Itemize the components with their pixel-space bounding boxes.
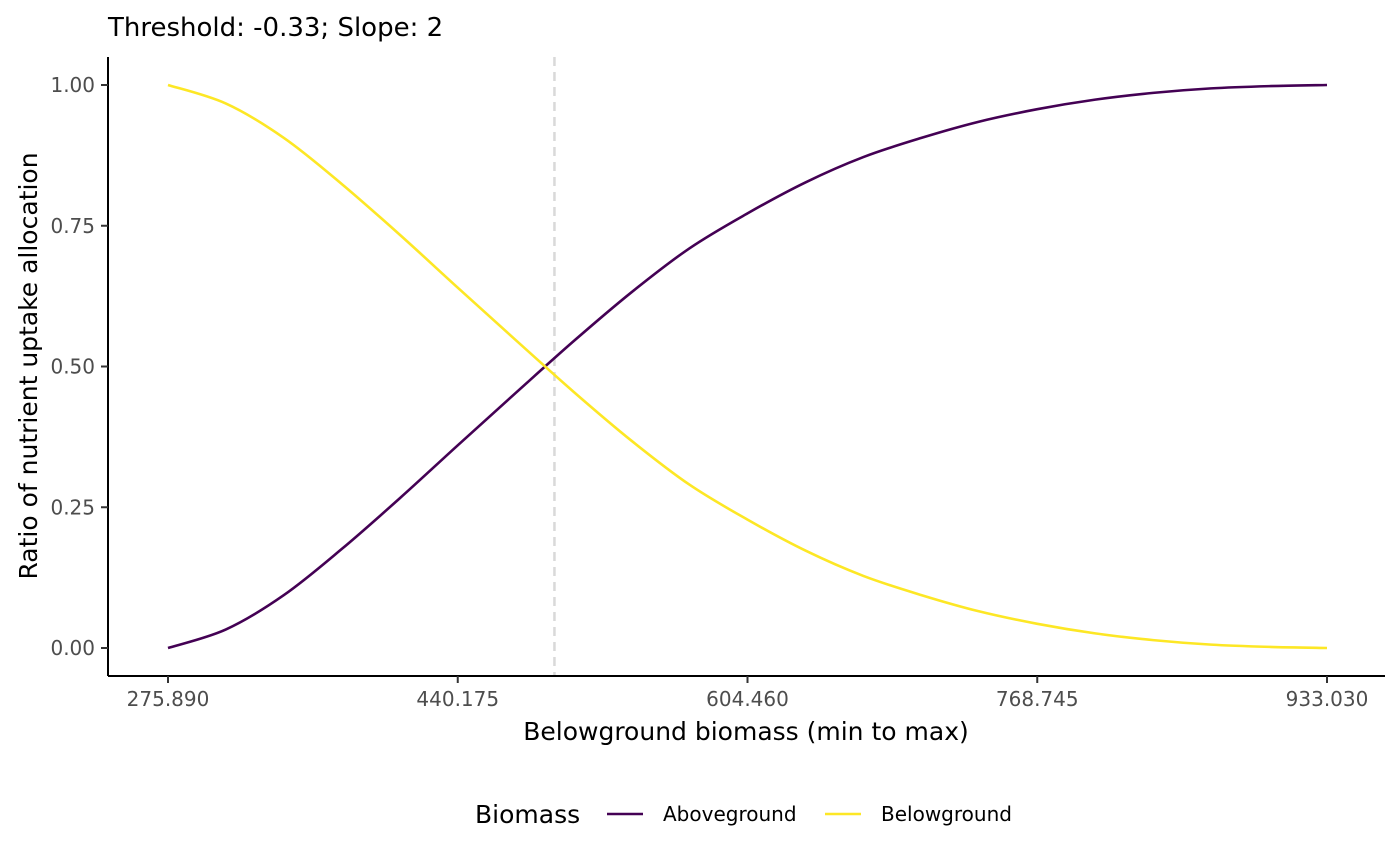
- y-tick-label: 0.50: [50, 355, 95, 379]
- legend: Biomass Aboveground Belowground: [475, 800, 1012, 829]
- series-line-belowground: [167, 83, 1328, 650]
- x-tick-label: 768.745: [996, 687, 1079, 711]
- x-axis-title: Belowground biomass (min to max): [523, 717, 969, 746]
- x-tick-label: 933.030: [1286, 687, 1369, 711]
- y-axis-title: Ratio of nutrient uptake allocation: [14, 152, 43, 579]
- y-ticks: 0.00 0.25 0.50 0.75 1.00: [50, 73, 108, 660]
- chart-title: Threshold: -0.33; Slope: 2: [107, 13, 443, 43]
- legend-label-belowground: Belowground: [881, 802, 1012, 826]
- series-line-aboveground: [167, 83, 1328, 650]
- y-tick-label: 0.25: [50, 495, 95, 519]
- legend-items: Aboveground Belowground: [607, 802, 1012, 826]
- y-tick-label: 0.00: [50, 636, 95, 660]
- legend-label-aboveground: Aboveground: [663, 802, 797, 826]
- y-tick-label: 0.75: [50, 214, 95, 238]
- x-tick-label: 604.460: [706, 687, 789, 711]
- plot-area: [167, 57, 1328, 676]
- x-ticks: 275.890 440.175 604.460 768.745 933.030: [127, 676, 1369, 711]
- x-tick-label: 275.890: [127, 687, 210, 711]
- y-tick-label: 1.00: [50, 73, 95, 97]
- legend-title: Biomass: [475, 800, 580, 829]
- x-tick-label: 440.175: [416, 687, 499, 711]
